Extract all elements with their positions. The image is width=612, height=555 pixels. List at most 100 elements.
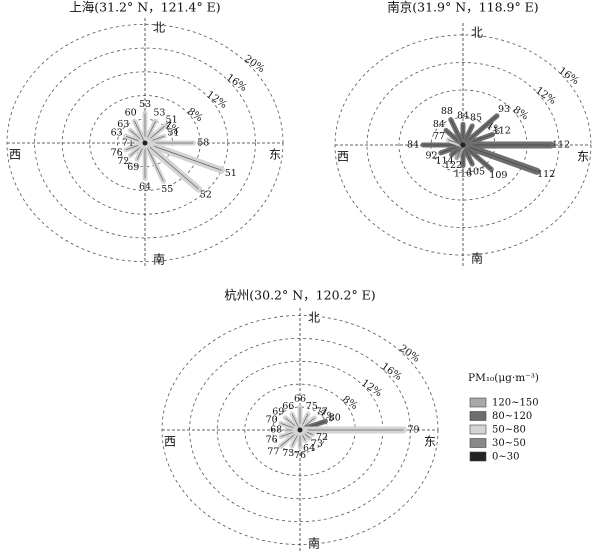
pm10-label: 66: [294, 393, 306, 404]
pm10-label: 51: [225, 168, 237, 179]
pm10-label: 64: [303, 443, 315, 454]
legend-swatch: [469, 424, 487, 435]
legend-swatch: [469, 451, 487, 462]
pm10-label: 69: [127, 162, 139, 173]
wind-spoke-core: [291, 413, 301, 431]
pm10-label: 52: [200, 190, 212, 201]
wind-spoke-core: [144, 142, 199, 190]
legend-label: 30~50: [492, 438, 526, 449]
legend-swatch: [469, 397, 487, 408]
pm10-label: 84: [457, 110, 469, 121]
pm10-label: 73: [282, 448, 294, 459]
pm10-label: 88: [441, 106, 453, 117]
pm10-label: 58: [197, 138, 209, 149]
legend-label: 0~30: [492, 452, 519, 463]
pm10-label: 112: [537, 169, 555, 180]
east-label: 东: [577, 150, 589, 164]
pm10-label: 76: [266, 434, 278, 445]
wind-spoke-core: [462, 115, 498, 146]
pm10-label: 109: [489, 170, 507, 181]
ring-label: 8%: [185, 106, 204, 124]
ring-label: 12%: [204, 89, 229, 111]
pm10-label: 64: [139, 182, 151, 193]
ring-label: 12%: [359, 378, 384, 400]
west-label: 西: [9, 148, 21, 162]
pm10-label: 75: [306, 401, 318, 412]
south-label: 南: [471, 251, 483, 266]
pm10-label: 68: [270, 425, 282, 436]
west-label: 西: [164, 435, 176, 449]
pm10-label: 53: [139, 99, 151, 110]
legend-label: 50~80: [492, 425, 526, 436]
pm10-label: 60: [125, 108, 137, 119]
wind-spoke-core: [144, 142, 222, 171]
pm10-label: 93: [498, 104, 510, 115]
pm10-label: 76: [111, 148, 123, 159]
ring-label: 8%: [511, 104, 530, 122]
pm10-label: 55: [161, 184, 173, 195]
north-label: 北: [308, 311, 320, 325]
legend-swatch: [469, 438, 487, 448]
pm10-label: 79: [407, 425, 419, 436]
wind-spoke-core: [462, 144, 538, 172]
pm10-label: 66: [282, 401, 294, 412]
ring-label: 16%: [224, 72, 249, 94]
center-point: [297, 427, 303, 433]
pm10-label: 51: [166, 115, 178, 126]
pm10-label: 63: [111, 127, 123, 138]
center-point: [460, 142, 466, 148]
center-point: [142, 140, 148, 146]
wind-rose-panel: 杭州(30.2° N，120.2° E)4%8%12%16%20%北南西 东667…: [161, 288, 439, 552]
pm10-label: 92: [426, 151, 438, 162]
pm10-label: 77: [267, 447, 279, 458]
east-label: 东: [269, 148, 281, 162]
wind-spoke-core: [144, 142, 164, 182]
legend-label: 120~150: [492, 398, 539, 409]
east-label: 东: [424, 435, 436, 449]
pm10-label: 70: [266, 415, 278, 426]
ring-label: 8%: [340, 394, 359, 412]
ring-label: 16%: [556, 65, 581, 87]
frequency-ring: [366, 62, 560, 228]
pm10-label: 105: [467, 167, 485, 178]
pm10-label: 84: [407, 140, 419, 151]
pm10-label: 63: [117, 119, 129, 130]
ring-label: 12%: [533, 85, 558, 107]
pm10-label: 53: [153, 108, 165, 119]
ring-label: 20%: [397, 343, 422, 365]
pm10-label: 116: [454, 169, 472, 180]
legend-title: PM₁₀(μg·m⁻³): [468, 372, 539, 384]
pm10-label: 84: [433, 119, 445, 130]
pm10-label: 122: [444, 160, 462, 171]
pm10-label: 72: [117, 156, 129, 167]
pm10-label: 80: [329, 413, 341, 424]
pm10-label: 112: [493, 126, 511, 137]
ring-label: 20%: [242, 53, 267, 75]
frequency-ring: [34, 47, 256, 239]
ring-label: 16%: [379, 361, 404, 383]
chart-title: 杭州(30.2° N，120.2° E): [224, 288, 375, 303]
legend-label: 80~120: [492, 411, 532, 422]
chart-title: 上海(31.2° N，121.4° E): [69, 0, 220, 15]
legend: PM₁₀(μg·m⁻³) 120~150 80~120 50~80 30~50 0~30: [468, 372, 539, 463]
legend-swatch: [469, 411, 487, 421]
south-label: 南: [308, 536, 320, 551]
pm10-label: 114: [436, 155, 454, 166]
wind-rose-panel: 上海(31.2° N，121.4° E)4%8%12%16%20%北南西 东535…: [6, 0, 284, 268]
pm10-label: 72: [316, 432, 328, 443]
pm10-label: 73: [311, 438, 323, 449]
pm10-label: 71: [122, 138, 134, 149]
pm10-label: 69: [272, 406, 284, 417]
west-label: 西: [337, 150, 349, 164]
pm10-label: 77: [433, 131, 445, 142]
pm10-label: 112: [552, 140, 570, 151]
north-label: 北: [471, 26, 483, 40]
pm10-label: 51: [167, 127, 179, 138]
chart-title: 南京(31.9° N，118.9° E): [387, 0, 538, 15]
south-label: 南: [153, 252, 165, 267]
pm10-label: 76: [294, 450, 306, 461]
pm10-label: 77: [316, 406, 328, 417]
wind-rose-panel: 南京(31.9° N，118.9° E)4%8%12%16%北南西 东84 8593…: [334, 0, 592, 267]
wind-spoke-core: [450, 119, 464, 146]
